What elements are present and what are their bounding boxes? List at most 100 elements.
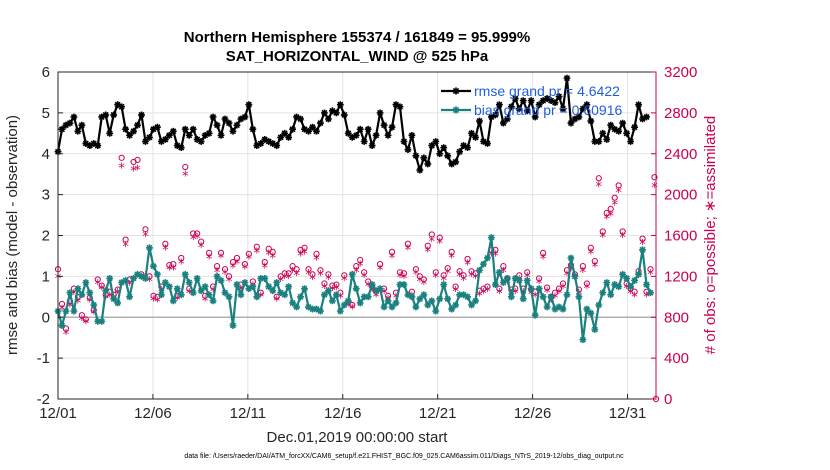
series-marker — [527, 97, 535, 105]
obs-possible-point — [651, 174, 658, 181]
series-marker — [575, 113, 583, 121]
obs-assimilated-point: * — [611, 198, 618, 213]
series-marker — [332, 109, 340, 117]
series-marker — [412, 152, 420, 160]
obs-possible-point — [313, 250, 320, 257]
obs-possible-point — [198, 238, 205, 245]
obs-assimilated-point: * — [456, 270, 463, 285]
series-marker — [488, 113, 495, 121]
series-marker — [591, 326, 599, 333]
y-tick-label: 0 — [42, 309, 50, 326]
obs-possible-point — [460, 272, 467, 279]
obs-assimilated-point: * — [150, 294, 157, 309]
series-marker — [253, 142, 261, 149]
obs-possible-point — [194, 230, 201, 237]
obs-possible-point — [631, 288, 638, 295]
obs-assimilated-point: * — [532, 290, 539, 305]
series-marker — [480, 138, 487, 145]
obs-possible-point — [432, 269, 439, 276]
y-tick-label: 2 — [42, 228, 50, 245]
series-marker — [452, 106, 460, 114]
x-tick-label: 12/31 — [609, 405, 647, 422]
series-marker — [165, 283, 173, 290]
series-marker — [368, 142, 376, 149]
obs-possible-point — [221, 266, 229, 273]
series-marker — [273, 142, 281, 149]
obs-assimilated-point: * — [206, 252, 213, 267]
series-lines — [54, 74, 654, 344]
obs-possible-point — [281, 270, 288, 277]
series-marker — [348, 270, 356, 278]
series-marker — [539, 293, 547, 301]
series-marker — [416, 166, 424, 174]
obs-possible-point — [317, 267, 324, 274]
series-marker — [388, 123, 396, 131]
obs-assimilated-point: * — [289, 266, 296, 281]
obs-assimilated-point: * — [154, 295, 161, 310]
series-marker — [480, 260, 487, 268]
series-marker — [213, 121, 221, 129]
series-marker — [277, 134, 285, 141]
series-marker — [511, 275, 519, 282]
series-marker — [185, 279, 193, 286]
obs-possible-point — [452, 283, 459, 290]
series-marker — [193, 136, 201, 143]
obs-possible-point — [134, 156, 141, 163]
series-marker — [225, 119, 233, 127]
y-right-tick-label: 800 — [664, 309, 689, 326]
obs-possible-point — [416, 273, 423, 280]
series-marker — [587, 117, 595, 125]
obs-assimilated-point: * — [580, 266, 587, 281]
obs-assimilated-point: * — [417, 275, 424, 290]
series-marker — [352, 131, 360, 139]
series-marker — [499, 119, 507, 127]
series-marker — [130, 127, 137, 135]
obs-possible-point — [142, 226, 149, 233]
obs-possible-point — [464, 255, 471, 263]
series-marker — [392, 299, 400, 307]
obs-possible-point — [58, 300, 66, 308]
series-marker — [233, 121, 241, 129]
series-marker — [58, 125, 66, 133]
obs-assimilated-point: * — [285, 272, 292, 287]
series-marker — [543, 95, 551, 102]
footer-data-file: data file: /Users/raeder/DAI/ATM_forcXX/… — [184, 453, 624, 460]
obs-possible-point — [225, 273, 233, 280]
obs-assimilated-point: * — [178, 258, 185, 273]
series-marker — [217, 131, 225, 139]
series-marker — [70, 113, 78, 121]
series-marker — [484, 254, 491, 262]
obs-possible-point — [293, 266, 300, 273]
series-marker — [285, 134, 293, 141]
obs-assimilated-point: * — [91, 308, 98, 323]
series-marker — [535, 285, 543, 293]
series-marker — [86, 142, 94, 149]
y-right-tick-label: 400 — [664, 350, 689, 367]
obs-possible-point — [82, 316, 89, 323]
obs-possible-point — [289, 263, 296, 270]
series-marker — [456, 148, 464, 156]
series-marker — [468, 129, 475, 137]
series-marker — [189, 125, 197, 133]
series-marker — [559, 305, 567, 313]
series-marker — [106, 129, 114, 137]
obs-assimilated-point: * — [452, 285, 459, 300]
obs-assimilated-point: * — [361, 271, 368, 286]
obs-possible-point — [579, 263, 586, 270]
obs-assimilated-point: * — [401, 272, 408, 287]
series-marker — [635, 101, 642, 109]
series-marker — [607, 121, 615, 129]
obs-possible-point — [420, 276, 427, 283]
series-marker — [157, 291, 165, 299]
series-marker — [118, 103, 126, 111]
series-marker — [635, 270, 642, 278]
obs-assimilated-point: * — [162, 243, 169, 258]
series-marker — [448, 160, 456, 168]
series-marker — [110, 111, 118, 119]
series-marker — [313, 305, 320, 313]
obs-possible-point — [591, 257, 598, 265]
obs-assimilated-point: * — [75, 296, 82, 311]
obs-assimilated-point: * — [63, 328, 70, 343]
obs-possible-point — [265, 245, 272, 252]
obs-assimilated-point: * — [476, 289, 483, 304]
